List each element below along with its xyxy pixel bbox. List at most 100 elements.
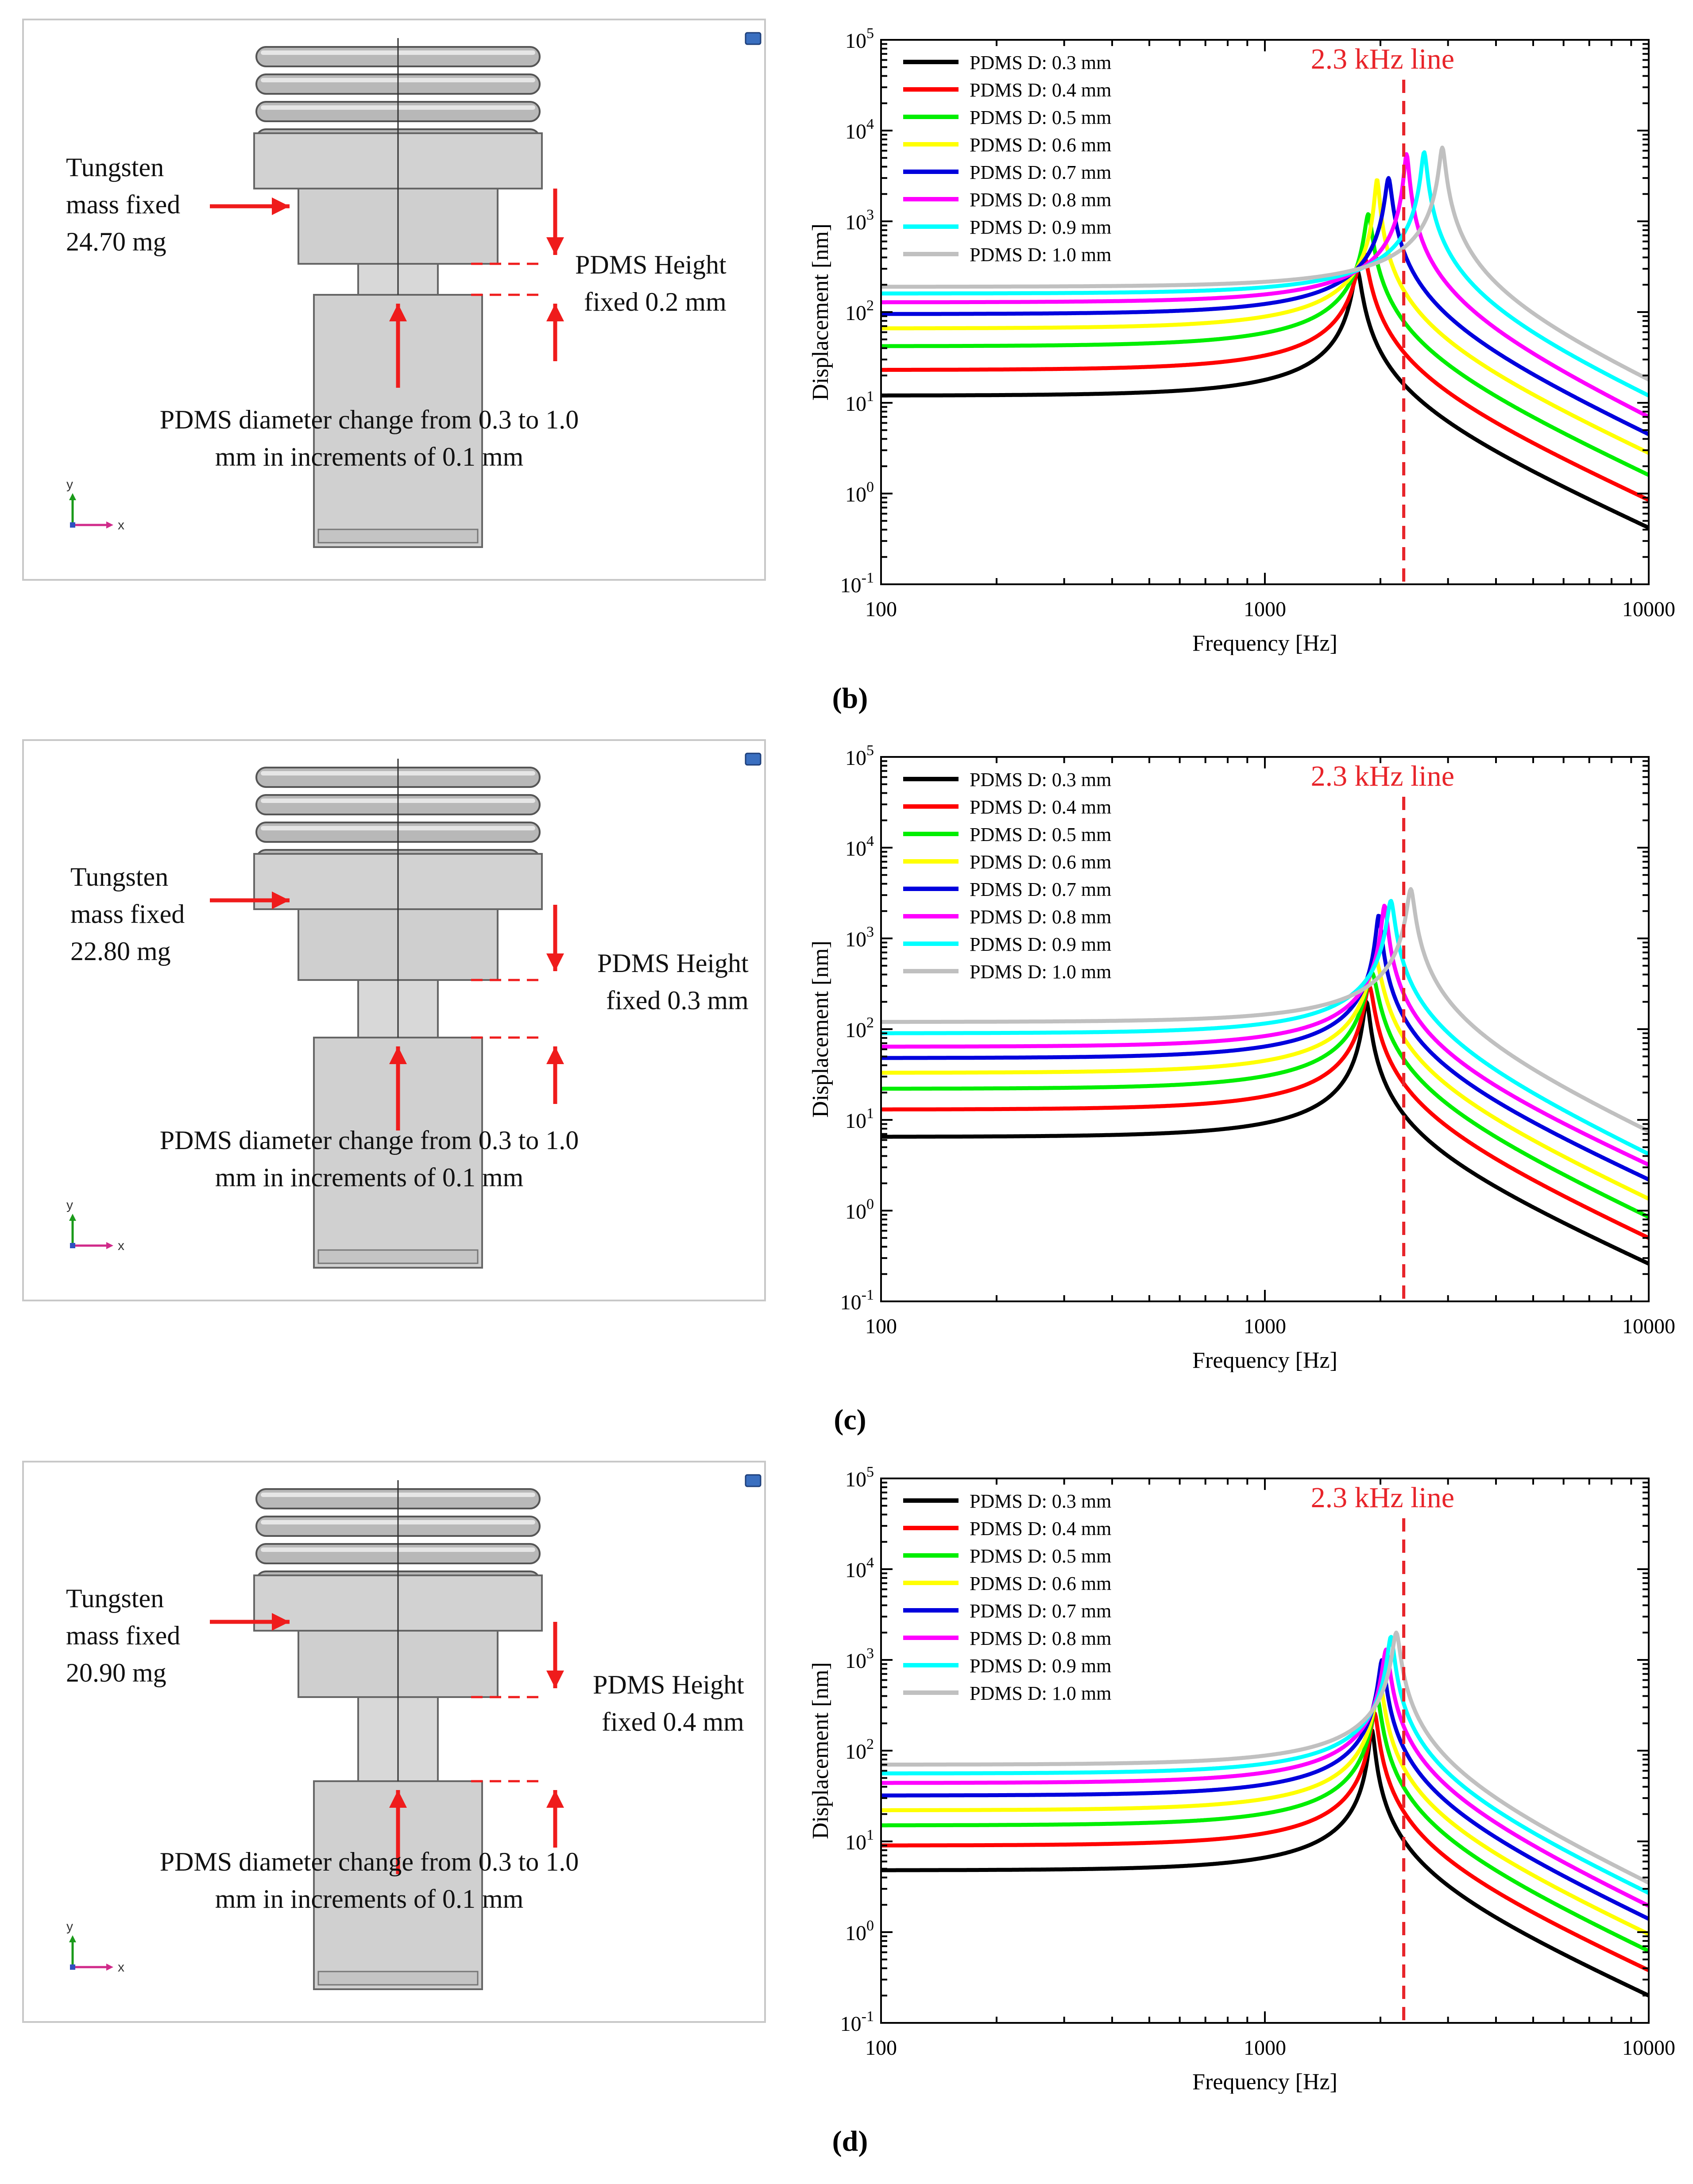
series-line (880, 914, 1650, 1181)
triad-y-head (69, 493, 76, 500)
series-line (880, 903, 1650, 1167)
legend-entry: PDMS D: 0.4 mm (970, 796, 1111, 818)
legend-entry: PDMS D: 0.5 mm (970, 824, 1111, 845)
y-tick-label: 100 (845, 1196, 874, 1223)
y-tick-label: 104 (845, 833, 874, 860)
y-tick-label: 105 (845, 742, 874, 770)
model-group: yx (66, 1474, 761, 1990)
legend-entry: PDMS D: 0.3 mm (970, 769, 1111, 791)
series-line (880, 1711, 1650, 1972)
mass-annotation: Tungsten mass fixed 22.80 mg (70, 858, 185, 970)
height-annotation: PDMS Height fixed 0.3 mm (597, 945, 749, 1019)
legend-entry: PDMS D: 0.7 mm (970, 1600, 1111, 1622)
series-line (880, 1696, 1650, 1953)
base-bottom (317, 1249, 479, 1264)
legend-entry: PDMS D: 0.3 mm (970, 52, 1111, 73)
x-tick-label: 100 (865, 1315, 897, 1338)
height-arrow-top-head (546, 953, 564, 971)
x-tick-label: 1000 (1244, 2036, 1286, 2060)
view-cube-icon (745, 1474, 761, 1487)
series-line (880, 145, 1650, 382)
y-tick-label: 103 (845, 207, 874, 234)
series-line (880, 1728, 1650, 1998)
triad-y-head (69, 1214, 76, 1221)
triad-z-marker (70, 522, 75, 528)
legend-entry: PDMS D: 0.4 mm (970, 1518, 1111, 1540)
height-line-1: PDMS Height (597, 949, 749, 978)
legend-entry: PDMS D: 0.6 mm (970, 1573, 1111, 1594)
legend-entry: PDMS D: 0.8 mm (970, 189, 1111, 211)
series-line (880, 1648, 1650, 1908)
sub-label-c: (c) (834, 1404, 866, 1436)
y-tick-label: 105 (845, 25, 874, 53)
y-tick-label: 100 (845, 479, 874, 506)
diameter-arrow-head (389, 304, 407, 321)
series-line (880, 212, 1650, 477)
series-line (880, 887, 1650, 1133)
series-line (880, 957, 1650, 1201)
model-group: yx (66, 32, 761, 548)
y-tick-label: 100 (845, 1918, 874, 1945)
series-line (880, 1635, 1650, 1895)
model-group: yx (66, 752, 761, 1269)
y-tick-label: 10-1 (840, 2008, 874, 2036)
series-line (880, 268, 1650, 530)
pdms-model-drawing: yx (66, 32, 761, 548)
y-tick-label: 104 (845, 1555, 874, 1582)
y-tick-label: 101 (845, 1827, 874, 1854)
chart-c: 100 1000 10000 10-1 100 101 102 103 104 105 Freque… (766, 726, 1693, 1372)
reference-line-label: 2.3 kHz line (1311, 1482, 1454, 1514)
pdms-model-drawing: yx (66, 752, 761, 1269)
triad-x-head (106, 1242, 113, 1249)
legend-entry: PDMS D: 1.0 mm (970, 1682, 1111, 1704)
series-line (880, 899, 1650, 1156)
view-cube-icon (745, 32, 761, 45)
triad-y-head (69, 1935, 76, 1942)
height-annotation: PDMS Height fixed 0.4 mm (593, 1666, 744, 1740)
chart-d: 100 1000 10000 10-1 100 101 102 103 104 105 Freque… (766, 1447, 1693, 2094)
x-tick-label: 1000 (1244, 598, 1286, 621)
mass-line-3: 20.90 mg (66, 1658, 166, 1687)
diameter-annotation: PDMS diameter change from 0.3 to 1.0 mm … (148, 1122, 591, 1196)
triad-x-head (106, 521, 113, 529)
frequency-response-chart-b: 100 1000 1000010-1100101102103104105Freque… (808, 25, 1675, 655)
base-bottom (317, 529, 479, 544)
triad-y-label: y (66, 1198, 73, 1212)
diameter-annotation: PDMS diameter change from 0.3 to 1.0 mm … (148, 401, 591, 475)
reference-line-label: 2.3 kHz line (1311, 760, 1454, 792)
view-cube-icon (745, 752, 761, 766)
series-line (880, 984, 1650, 1240)
height-arrow-bottom-head (546, 1046, 564, 1064)
pdms-model-drawing: yx (66, 1474, 761, 1990)
y-tick-label: 103 (845, 924, 874, 951)
sub-label-d: (d) (832, 2125, 868, 2157)
y-tick-label: 105 (845, 1464, 874, 1491)
y-tick-label: 104 (845, 116, 874, 143)
x-tick-label: 100 (865, 2036, 897, 2060)
height-annotation: PDMS Height fixed 0.2 mm (575, 246, 727, 320)
mass-line-2: mass fixed (66, 190, 181, 219)
mass-line-3: 24.70 mg (66, 227, 166, 256)
height-arrow-top-head (546, 1671, 564, 1688)
series-line (880, 1658, 1650, 1921)
series-line (880, 150, 1650, 397)
series-line (880, 176, 1650, 436)
height-arrow-top-head (546, 237, 564, 255)
frequency-response-chart-c: 100 1000 1000010-1100101102103104105Freque… (808, 742, 1675, 1372)
x-axis-label: Frequency [Hz] (1192, 631, 1337, 655)
mass-line-1: Tungsten (66, 1584, 164, 1613)
legend-entry: PDMS D: 0.9 mm (970, 216, 1111, 238)
legend-entry: PDMS D: 0.7 mm (970, 162, 1111, 183)
height-line-1: PDMS Height (593, 1670, 744, 1699)
series-line (880, 178, 1650, 455)
height-line-2: fixed 0.3 mm (606, 986, 749, 1015)
series-line (880, 1681, 1650, 1936)
triad-x-head (106, 1964, 113, 1971)
sub-label-b: (b) (832, 682, 868, 714)
y-tick-label: 102 (845, 297, 874, 325)
y-tick-label: 101 (845, 388, 874, 416)
diameter-line-1: PDMS diameter change from 0.3 to 1.0 (159, 1847, 579, 1876)
mass-line-3: 22.80 mg (70, 937, 171, 966)
